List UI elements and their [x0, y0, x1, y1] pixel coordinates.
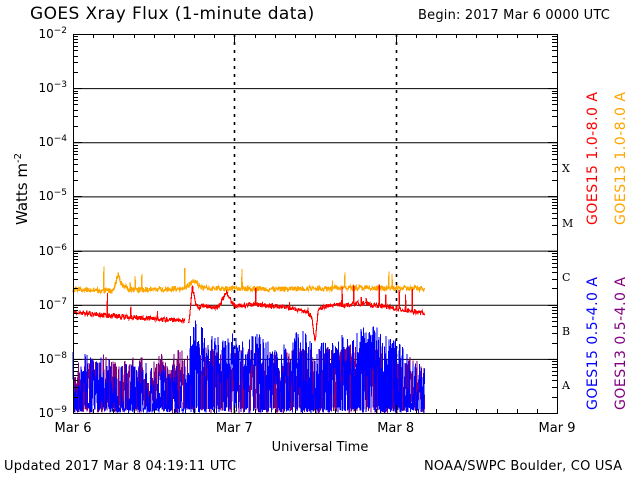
- flare-class-C: C: [562, 270, 571, 284]
- y-tick-label: 10−8: [38, 350, 67, 366]
- grid-layer: [73, 34, 557, 413]
- y-tick-label: 10−6: [38, 242, 67, 258]
- x-tick-label: Mar 8: [377, 421, 415, 436]
- flare-class-X: X: [562, 162, 570, 176]
- series-trace: [72, 284, 425, 342]
- data-layer: [72, 266, 425, 415]
- x-tick-label: Mar 7: [215, 421, 253, 436]
- page-title: GOES Xray Flux (1-minute data): [30, 4, 315, 24]
- series-trace: [72, 266, 425, 295]
- flare-class-A: A: [562, 378, 570, 392]
- y-tick-label: 10−2: [38, 26, 67, 41]
- y-tick-label: 10−7: [38, 296, 67, 312]
- flare-class-M: M: [562, 216, 574, 230]
- source-credit: NOAA/SWPC Boulder, CO USA: [424, 459, 623, 474]
- series-trace: [72, 320, 425, 414]
- x-tick-label: Mar 6: [54, 421, 92, 436]
- x-tick-label: Mar 9: [538, 421, 576, 436]
- plot-frame: [73, 34, 558, 414]
- y-tick-label: 10−4: [38, 134, 67, 150]
- x-axis-title: Universal Time: [271, 440, 369, 455]
- y-tick-label: 10−5: [38, 188, 67, 204]
- y-tick-label: 10−9: [38, 405, 67, 420]
- updated-timestamp: Updated 2017 Mar 8 04:19:11 UTC: [4, 459, 237, 474]
- y-tick-label: 10−3: [38, 80, 67, 96]
- begin-time-label: Begin: 2017 Mar 6 0000 UTC: [418, 8, 610, 23]
- flare-class-B: B: [562, 324, 571, 338]
- axis-layer: [73, 34, 558, 414]
